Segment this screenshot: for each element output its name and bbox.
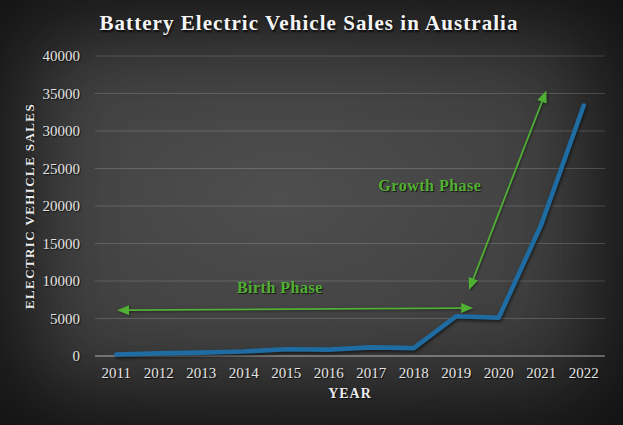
y-tick-label: 35000 bbox=[0, 85, 80, 103]
y-tick-label: 15000 bbox=[0, 235, 80, 253]
y-tick-label: 10000 bbox=[0, 272, 80, 290]
annotation-arrow bbox=[117, 303, 473, 315]
plot-area bbox=[0, 0, 623, 425]
chart-title: Battery Electric Vehicle Sales in Austra… bbox=[9, 11, 609, 36]
annotation-label: Birth Phase bbox=[237, 279, 323, 297]
data-line-ev-sales bbox=[116, 106, 584, 355]
arrowhead bbox=[461, 303, 473, 313]
annotation-arrow-line bbox=[128, 308, 462, 310]
y-tick-label: 0 bbox=[0, 347, 80, 365]
y-tick-label: 30000 bbox=[0, 122, 80, 140]
x-tick-label: 2022 bbox=[554, 364, 614, 382]
y-tick-label: 40000 bbox=[0, 47, 80, 65]
arrowhead bbox=[117, 305, 129, 315]
annotation-label: Growth Phase bbox=[378, 177, 481, 195]
annotation-arrow-line bbox=[473, 101, 542, 280]
y-tick-label: 25000 bbox=[0, 160, 80, 178]
arrowhead bbox=[469, 277, 478, 290]
chart-canvas: Battery Electric Vehicle Sales in Austra… bbox=[0, 0, 623, 425]
x-axis-title: YEAR bbox=[250, 386, 450, 402]
y-tick-label: 20000 bbox=[0, 197, 80, 215]
y-tick-label: 5000 bbox=[0, 310, 80, 328]
arrowhead bbox=[537, 91, 546, 104]
